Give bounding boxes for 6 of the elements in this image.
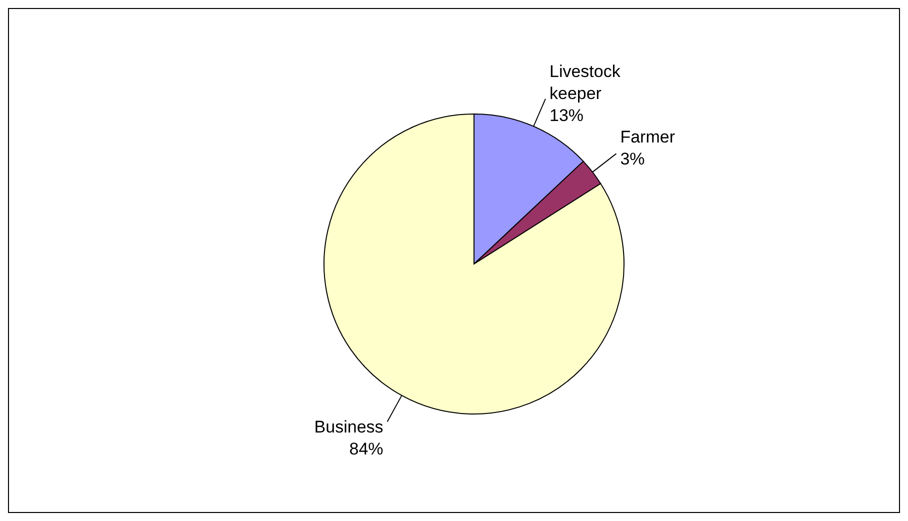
data-label: 84% (349, 440, 384, 459)
data-label: 3% (620, 150, 645, 169)
slice-label: Livestock keeper (549, 62, 621, 103)
data-label: 13% (549, 106, 584, 125)
slice-label: Business (314, 418, 384, 437)
slice-label: Farmer (620, 128, 676, 147)
